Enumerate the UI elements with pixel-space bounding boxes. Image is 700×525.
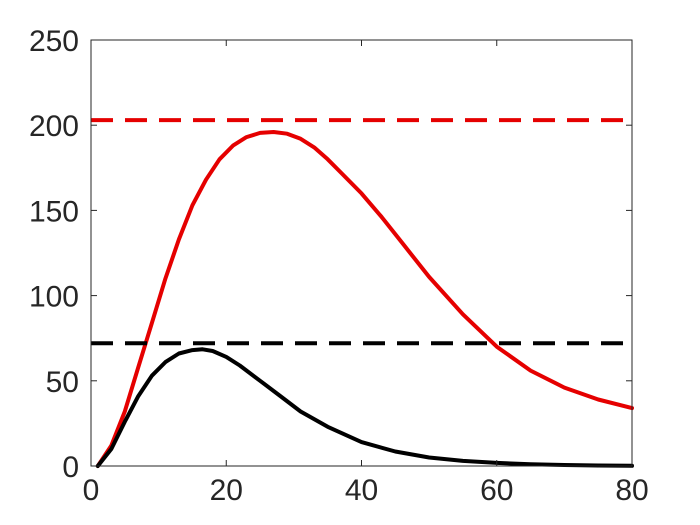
x-tick-label: 0	[83, 474, 100, 507]
y-tick-label: 0	[62, 451, 79, 484]
y-tick-label: 150	[29, 195, 79, 228]
series-layer	[91, 118, 634, 468]
y-tick-label: 50	[46, 366, 79, 399]
x-tick-label: 60	[480, 474, 513, 507]
x-tick-label: 80	[615, 474, 648, 507]
y-tick-label: 200	[29, 110, 79, 143]
series-line-1-solid	[95, 130, 634, 468]
axis-ticks: 0 20 40 60 80 0 50 100 150 200 250	[29, 25, 649, 507]
x-tick-label: 20	[210, 474, 243, 507]
y-tick-label: 100	[29, 281, 79, 314]
series-line-3-solid	[95, 347, 634, 468]
x-tick-label: 40	[345, 474, 378, 507]
y-tick-label: 250	[29, 25, 79, 58]
